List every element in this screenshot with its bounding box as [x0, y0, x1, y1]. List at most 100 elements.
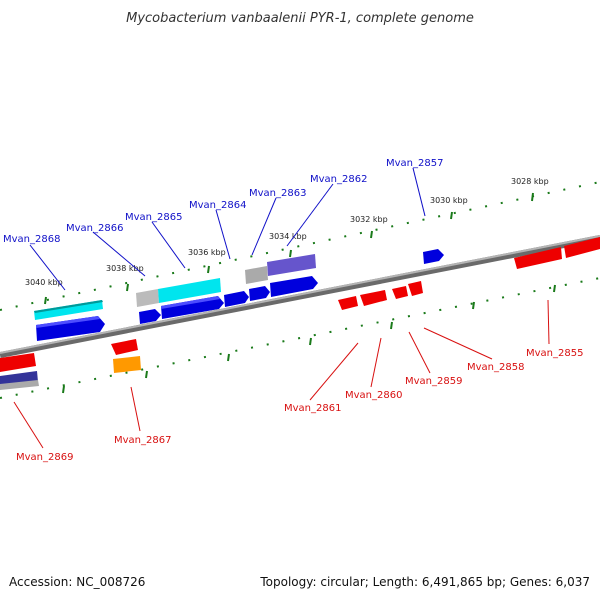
reverse-genes: [0, 237, 600, 390]
gene-arrow: [270, 276, 318, 297]
leader-line: [309, 342, 359, 401]
gene-shadow: [34, 300, 103, 313]
gene-arrow: [408, 281, 423, 296]
gene-shadow-gray: [0, 380, 39, 390]
gene-mvan-2855[interactable]: [514, 237, 600, 269]
scale-label: 3034 kbp: [269, 232, 307, 241]
gene-label[interactable]: Mvan_2863: [249, 188, 306, 199]
backbone-highlight: [0, 235, 600, 354]
gene-arrow: [514, 247, 562, 269]
leader-line: [547, 299, 550, 345]
gene-arrow: [564, 237, 600, 258]
genome-summary-text: Topology: circular; Length: 6,491,865 bp…: [259, 575, 590, 589]
forward-major-tick: [531, 192, 534, 202]
reverse-major-tick: [145, 370, 148, 379]
gene-label[interactable]: Mvan_2861: [284, 403, 341, 414]
leader-line: [215, 209, 231, 260]
gene-mvan-2858[interactable]: [408, 281, 423, 296]
scale-label: 3040 kbp: [25, 278, 63, 287]
gene-mvan-2866[interactable]: [136, 289, 161, 324]
gene-label[interactable]: Mvan_2864: [189, 200, 246, 211]
gene-mvan-2863[interactable]: [245, 266, 270, 301]
gene-arrow: [139, 309, 161, 324]
forward-ruler: [0, 181, 600, 311]
gene-mvan-2869[interactable]: [0, 353, 39, 390]
leader-line: [92, 231, 146, 277]
forward-major-tick: [450, 211, 453, 220]
gene-arrow: [224, 291, 249, 307]
scale-labels: 3028 kbp 3030 kbp 3032 kbp 3034 kbp 3036…: [25, 177, 549, 287]
leader-line: [370, 337, 382, 388]
leader-line: [423, 327, 493, 360]
reverse-major-tick: [227, 353, 230, 362]
gene-label[interactable]: Mvan_2859: [405, 376, 462, 387]
forward-major-tick: [289, 249, 292, 258]
leader-line: [151, 221, 186, 269]
gene-arrow: [0, 353, 36, 372]
leader-line: [251, 197, 277, 256]
gene-mvan-2859[interactable]: [392, 286, 408, 299]
scale-label: 3028 kbp: [511, 177, 549, 186]
gene-mvan-2857[interactable]: [423, 249, 444, 264]
scale-label: 3036 kbp: [188, 248, 226, 257]
leader-line: [130, 386, 141, 432]
gene-mvan-2861[interactable]: [338, 296, 358, 310]
cog-band: [158, 278, 221, 303]
accession-text: Accession: NC_008726: [9, 575, 145, 589]
gene-arrow: [249, 286, 270, 301]
gene-label[interactable]: Mvan_2855: [526, 348, 583, 359]
backbone-shadow: [0, 235, 600, 358]
gene-label[interactable]: Mvan_2862: [310, 174, 367, 185]
cog-band: [113, 356, 141, 373]
forward-major-tick: [207, 265, 210, 274]
gene-mvan-2864[interactable]: [224, 291, 249, 307]
forward-genes: [34, 249, 444, 341]
gene-arrow-top: [36, 316, 100, 328]
gene-label[interactable]: Mvan_2857: [386, 158, 443, 169]
forward-major-tick: [126, 283, 129, 292]
gene-label[interactable]: Mvan_2860: [345, 390, 402, 401]
forward-gene-labels: Mvan_2857 Mvan_2862 Mvan_2863 Mvan_2864 …: [3, 158, 443, 245]
gene-mvan-2865[interactable]: [158, 278, 224, 319]
gene-label[interactable]: Mvan_2867: [114, 435, 171, 446]
leader-line: [408, 331, 431, 374]
reverse-major-tick: [309, 337, 312, 346]
gene-mvan-2860[interactable]: [360, 290, 387, 306]
cog-band: [267, 254, 316, 276]
gene-mvan-2862[interactable]: [267, 254, 318, 297]
gene-mvan-2867[interactable]: [111, 339, 141, 373]
forward-major-tick: [370, 230, 373, 239]
gene-arrow: [392, 286, 408, 299]
gene-label[interactable]: Mvan_2868: [3, 234, 60, 245]
scale-label: 3038 kbp: [106, 264, 144, 273]
leader-line: [13, 401, 44, 449]
gene-label[interactable]: Mvan_2865: [125, 212, 182, 223]
gene-arrow-top: [161, 296, 220, 309]
reverse-ruler: [0, 277, 600, 399]
gene-arrow: [111, 339, 138, 355]
gene-label[interactable]: Mvan_2869: [16, 452, 73, 463]
gene-mvan-2868[interactable]: [34, 300, 105, 341]
cog-band: [34, 300, 103, 320]
genome-backbone: [0, 235, 600, 358]
gene-arrow: [161, 296, 224, 319]
gene-arrow: [338, 296, 358, 310]
gene-label[interactable]: Mvan_2858: [467, 362, 524, 373]
gene-arrow: [36, 316, 105, 341]
gene-shadow-gray: [245, 266, 268, 284]
reverse-major-tick: [62, 385, 65, 394]
map-title: Mycobacterium vanbaalenii PYR-1, complet…: [126, 11, 474, 26]
scale-label: 3032 kbp: [350, 215, 388, 224]
gene-label[interactable]: Mvan_2866: [66, 223, 123, 234]
reverse-major-tick: [472, 301, 475, 310]
leader-line: [286, 183, 334, 247]
reverse-major-tick: [553, 284, 556, 293]
gene-shadow-gray: [136, 289, 159, 307]
scale-label: 3030 kbp: [430, 196, 468, 205]
leader-line: [412, 167, 426, 217]
forward-major-tick: [44, 296, 47, 305]
reverse-ruler-line: [0, 277, 600, 399]
label-leaders: [13, 167, 550, 449]
leader-line: [29, 244, 66, 291]
